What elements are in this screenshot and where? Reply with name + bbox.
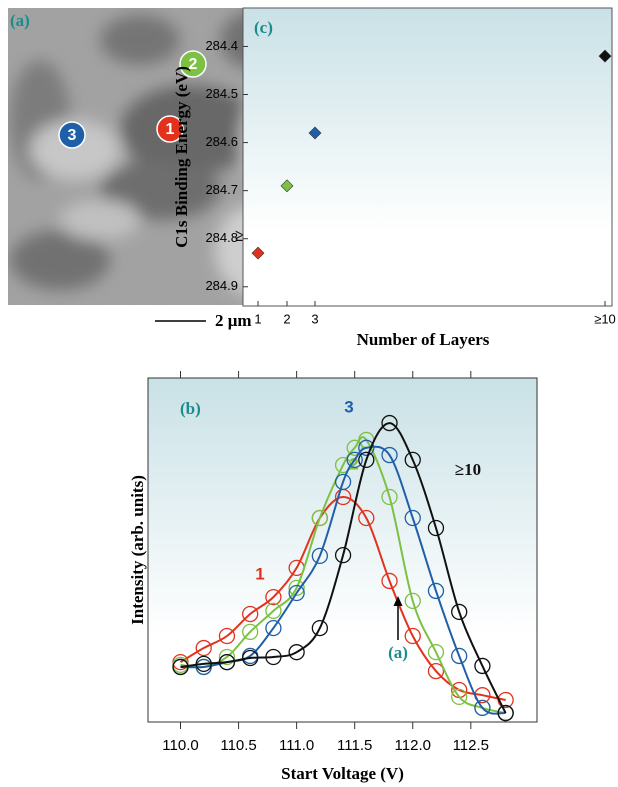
x-axis-title: Start Voltage (V) (281, 764, 404, 783)
y-tick-label: 284.6 (205, 134, 238, 149)
data-point (265, 648, 282, 666)
series-label: 1 (255, 564, 264, 583)
data-point (427, 662, 445, 680)
point (308, 126, 322, 140)
point (280, 179, 294, 193)
x-tick-label: 110.5 (220, 737, 256, 754)
data-point (381, 414, 398, 432)
x-tick-label: 111.0 (279, 737, 314, 754)
data-point (288, 579, 305, 596)
marker-badge (156, 115, 184, 143)
x-tick-label: 1 (254, 311, 261, 326)
x-tick-label: 110.0 (162, 737, 198, 754)
series-label: ≥10 (455, 460, 481, 479)
marker-label: 3 (68, 127, 77, 144)
marker-badge (58, 121, 86, 149)
y-axis-title: Intensity (arb. units) (128, 475, 147, 625)
data-point (497, 704, 514, 722)
data-point (404, 627, 421, 645)
data-point (358, 509, 375, 527)
data-point (311, 619, 329, 637)
data-point (451, 603, 468, 621)
data-point (404, 592, 421, 610)
panel-label: (c) (254, 18, 273, 37)
y-tick-label: 284.7 (205, 182, 238, 197)
y-tick-label: 284.8 (205, 230, 238, 245)
data-point (334, 547, 352, 564)
data-point (242, 605, 259, 623)
data-point (242, 623, 259, 641)
data-point (358, 439, 375, 456)
data-point (218, 648, 236, 666)
data-point (288, 584, 305, 602)
series-label: 3 (344, 397, 353, 416)
data-point (474, 657, 491, 675)
y-tick-label: 284.9 (205, 278, 238, 293)
data-point (218, 653, 236, 671)
data-point (242, 649, 259, 667)
x-tick-label: 112.0 (395, 737, 431, 754)
data-point (427, 582, 445, 600)
x-tick-label: 2 (283, 311, 290, 326)
point (251, 246, 265, 260)
scale-bar-label: 2 μm (215, 311, 252, 330)
y-tick-label: 284.4 (205, 38, 238, 53)
data-point (381, 446, 398, 464)
panel-label: (b) (180, 399, 201, 418)
annotation: (a) (388, 643, 408, 662)
plot-background (242, 7, 613, 307)
data-point (265, 619, 282, 637)
data-point (381, 572, 398, 590)
data-point (427, 644, 445, 661)
series-label: 2 (349, 454, 358, 473)
data-point (195, 639, 212, 657)
data-point (311, 509, 329, 527)
x-tick-label: 112.5 (453, 737, 489, 754)
data-point (451, 647, 468, 665)
data-point (404, 451, 421, 469)
arrow-head (393, 596, 403, 606)
data-point (195, 655, 212, 673)
data-point (451, 688, 468, 706)
data-point (358, 451, 375, 469)
data-point (334, 473, 352, 491)
point (598, 49, 612, 63)
marker-badge (179, 50, 207, 78)
x-tick-label: ≥10 (594, 311, 616, 326)
data-point (346, 451, 363, 469)
data-point (404, 509, 421, 527)
data-point (172, 658, 189, 676)
panel-label: (a) (10, 11, 30, 30)
y-tick-label: 284.5 (205, 86, 238, 101)
data-point (474, 699, 491, 717)
data-point (288, 644, 305, 661)
x-axis-title: Number of Layers (357, 330, 490, 349)
marker-label: 1 (166, 121, 175, 138)
data-point (265, 588, 282, 606)
data-point (218, 627, 236, 645)
x-tick-label: 111.5 (337, 737, 372, 754)
fit-curve (180, 422, 507, 714)
data-point (265, 602, 282, 620)
marker-label: 2 (189, 56, 198, 73)
y-axis-title: C1s Binding Energy (eV) (172, 66, 191, 248)
fit-curve (180, 436, 506, 715)
data-point (311, 547, 329, 564)
data-point (427, 519, 445, 537)
data-point (381, 488, 398, 506)
data-point (346, 439, 363, 456)
x-tick-label: 3 (311, 311, 318, 326)
